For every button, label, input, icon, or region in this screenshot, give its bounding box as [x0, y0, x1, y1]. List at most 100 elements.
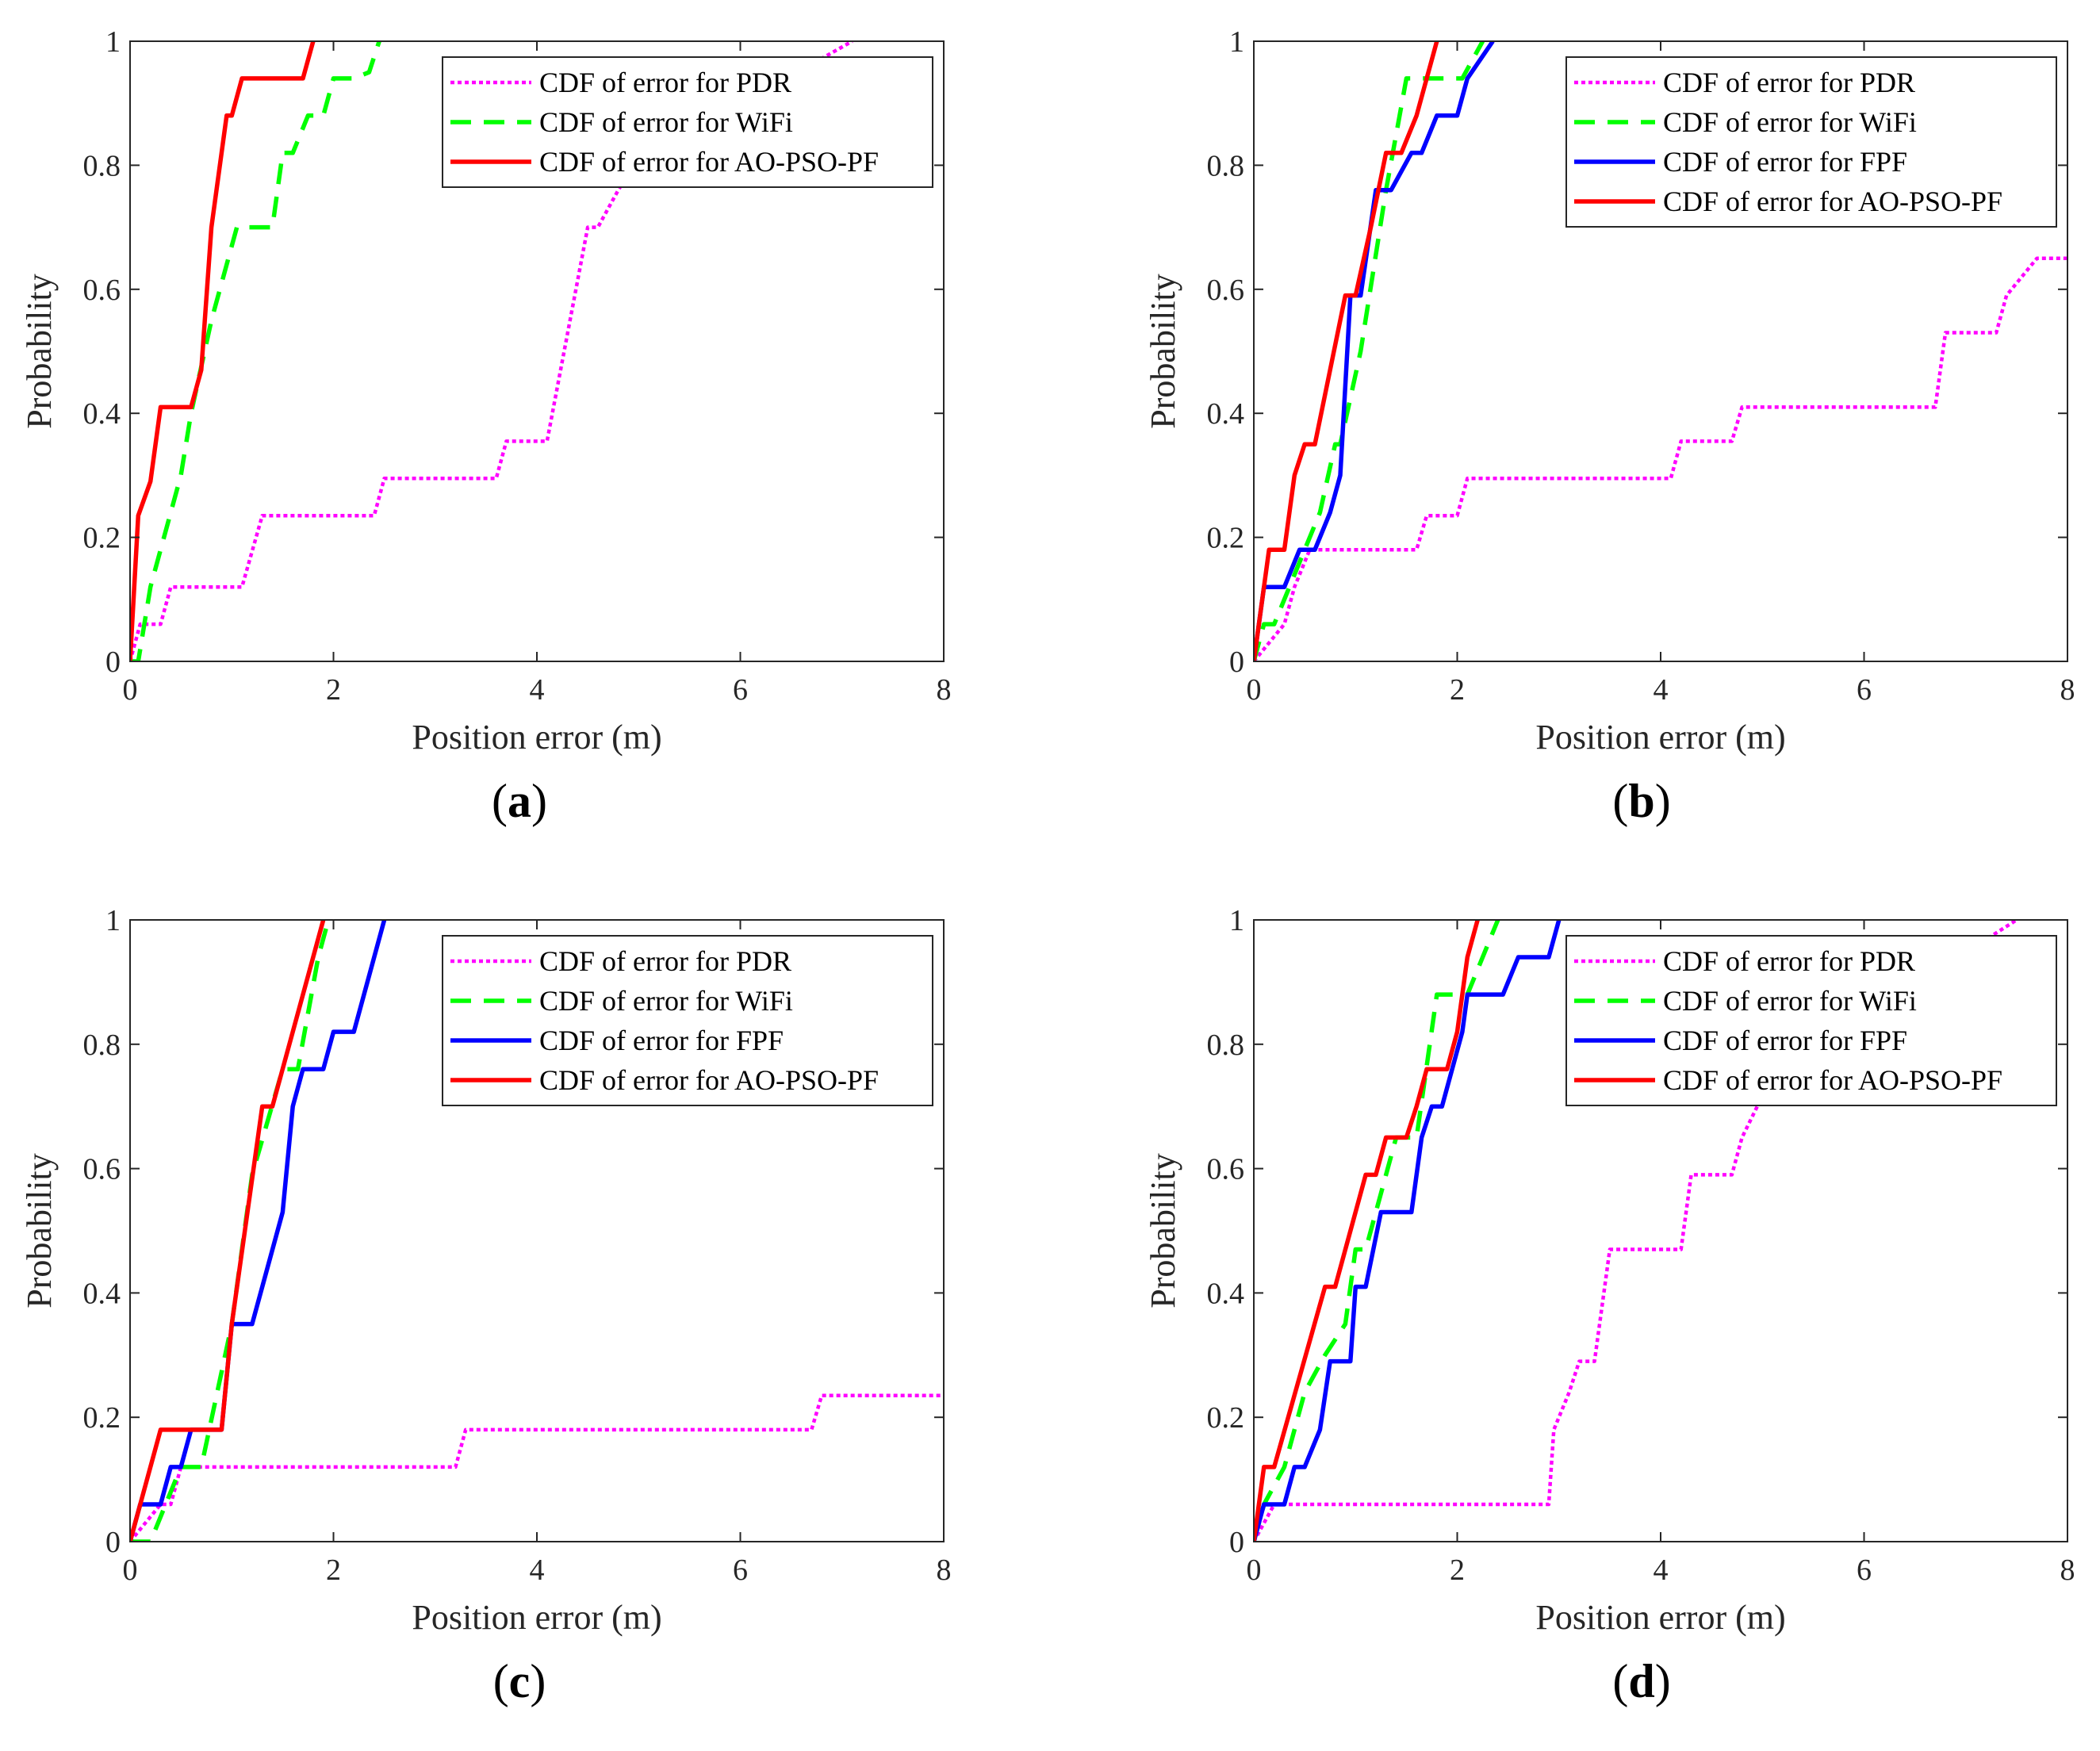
legend-entry: CDF of error for PDR [539, 945, 791, 977]
x-tick-label: 2 [326, 673, 341, 707]
x-tick-label: 0 [123, 673, 138, 707]
legend-entry: CDF of error for AO-PSO-PF [539, 1064, 879, 1096]
series-line-1 [1254, 920, 2018, 1542]
legend-entry: CDF of error for AO-PSO-PF [1663, 186, 2002, 217]
y-axis-label: Probability [20, 1153, 59, 1308]
x-tick-label: 0 [1247, 673, 1262, 707]
series-line-3 [1254, 41, 1495, 661]
x-tick-label: 4 [530, 673, 545, 707]
y-tick-label: 0.6 [1207, 1153, 1245, 1186]
y-axis-label: Probability [20, 274, 59, 429]
series-line-1 [130, 1393, 944, 1542]
panel-letter: b [1628, 775, 1654, 827]
x-axis-label: Position error (m) [412, 718, 661, 757]
y-tick-label: 0 [105, 646, 121, 679]
chart-panel-b: 0 2 4 6 8 0 0.2 0.4 0.6 0.8 1 Position error (m) Pro… [1144, 25, 2075, 827]
y-axis-label: Probability [1144, 274, 1182, 429]
y-tick-label: 0 [1229, 1526, 1244, 1559]
chart-panel-c: 0 2 4 6 8 0 0.2 0.4 0.6 0.8 1 Position error (m) Pro… [20, 904, 952, 1707]
panel-caption: (d) [1612, 1655, 1670, 1707]
y-tick-label: 0.8 [83, 149, 121, 182]
y-tick-label: 0.4 [1207, 397, 1245, 431]
legend-entry: CDF of error for WiFi [539, 985, 793, 1017]
x-tick-label: 2 [1450, 1554, 1465, 1587]
y-tick-label: 0.2 [1207, 522, 1245, 555]
series-line-4 [1254, 920, 1480, 1542]
y-tick-label: 0.8 [1207, 149, 1245, 182]
y-tick-label: 0.4 [83, 397, 121, 431]
y-tick-label: 1 [1229, 904, 1244, 937]
legend-entry: CDF of error for FPF [539, 1025, 784, 1056]
legend: CDF of error for PDR CDF of error for WiF… [442, 56, 933, 188]
x-tick-label: 4 [1654, 1554, 1669, 1587]
y-tick-label: 0.2 [1207, 1401, 1245, 1435]
panel-letter: a [508, 775, 531, 827]
y-tick-label: 1 [1229, 25, 1244, 59]
x-tick-label: 4 [1654, 673, 1669, 707]
x-tick-label: 6 [733, 673, 748, 707]
legend-entry: CDF of error for FPF [1663, 146, 1907, 178]
y-tick-label: 0 [105, 1526, 121, 1559]
legend-entry: CDF of error for WiFi [1663, 985, 1917, 1017]
series-line-4 [1254, 41, 1439, 661]
panel-letter: c [509, 1655, 531, 1707]
y-tick-label: 0.6 [1207, 274, 1245, 307]
y-tick-label: 0.4 [83, 1277, 121, 1310]
x-tick-label: 0 [123, 1554, 138, 1587]
legend-entry: CDF of error for PDR [1663, 945, 1915, 977]
y-tick-label: 0.8 [1207, 1029, 1245, 1062]
legend-box [1565, 56, 2057, 228]
panel-letter: d [1628, 1655, 1654, 1707]
y-axis-label: Probability [1144, 1153, 1182, 1308]
legend-entry: CDF of error for AO-PSO-PF [1663, 1064, 2002, 1096]
series-line-2 [130, 41, 381, 661]
panel-caption: (b) [1612, 775, 1670, 827]
y-tick-label: 0.2 [83, 1401, 121, 1435]
legend-box [1565, 935, 2057, 1106]
y-tick-label: 0.4 [1207, 1277, 1245, 1310]
series-line-3 [130, 41, 316, 661]
panel-caption: (c) [493, 1655, 546, 1707]
legend-entry: CDF of error for FPF [1663, 1025, 1907, 1056]
legend-box [442, 935, 933, 1106]
y-tick-label: 0.6 [83, 274, 121, 307]
x-tick-label: 2 [1450, 673, 1465, 707]
y-tick-label: 0.8 [83, 1029, 121, 1062]
y-tick-label: 1 [105, 25, 121, 59]
legend: CDF of error for PDR CDF of error for WiF… [1565, 56, 2057, 228]
x-tick-label: 0 [1247, 1554, 1262, 1587]
chart-panel-a: 0 2 4 6 8 0 0.2 0.4 0.6 0.8 1 Position error (m) Pro… [20, 25, 952, 827]
chart-panel-d: 0 2 4 6 8 0 0.2 0.4 0.6 0.8 1 Position error (m) Pro… [1144, 904, 2075, 1707]
x-axis-label: Position error (m) [1535, 1598, 1785, 1637]
series-line-2 [1254, 41, 1485, 661]
x-tick-label: 6 [1857, 673, 1872, 707]
legend-entry: CDF of error for PDR [539, 67, 791, 98]
legend: CDF of error for PDR CDF of error for WiF… [1565, 935, 2057, 1106]
series-line-1 [130, 41, 853, 661]
x-tick-label: 8 [2060, 1554, 2075, 1587]
x-tick-label: 8 [2060, 673, 2075, 707]
x-tick-label: 8 [937, 673, 952, 707]
x-tick-label: 4 [530, 1554, 545, 1587]
series-line-3 [1254, 920, 1562, 1542]
series-line-4 [130, 920, 326, 1542]
legend: CDF of error for PDR CDF of error for WiF… [442, 935, 933, 1106]
legend-entry: CDF of error for PDR [1663, 67, 1915, 98]
y-tick-label: 0 [1229, 646, 1244, 679]
series-line-1 [1254, 256, 2067, 661]
x-axis-label: Position error (m) [1535, 718, 1785, 757]
x-tick-label: 2 [326, 1554, 341, 1587]
legend-entry: CDF of error for WiFi [1663, 106, 1917, 138]
y-tick-label: 0.6 [83, 1153, 121, 1186]
x-tick-label: 8 [937, 1554, 952, 1587]
legend-entry: CDF of error for WiFi [539, 106, 793, 138]
y-tick-label: 1 [105, 904, 121, 937]
x-axis-label: Position error (m) [412, 1598, 661, 1637]
legend-entry: CDF of error for AO-PSO-PF [539, 146, 879, 178]
series-line-2 [1254, 920, 1500, 1542]
x-tick-label: 6 [1857, 1554, 1872, 1587]
x-tick-label: 6 [733, 1554, 748, 1587]
panel-caption: (a) [492, 775, 547, 827]
series-line-3 [130, 920, 387, 1542]
